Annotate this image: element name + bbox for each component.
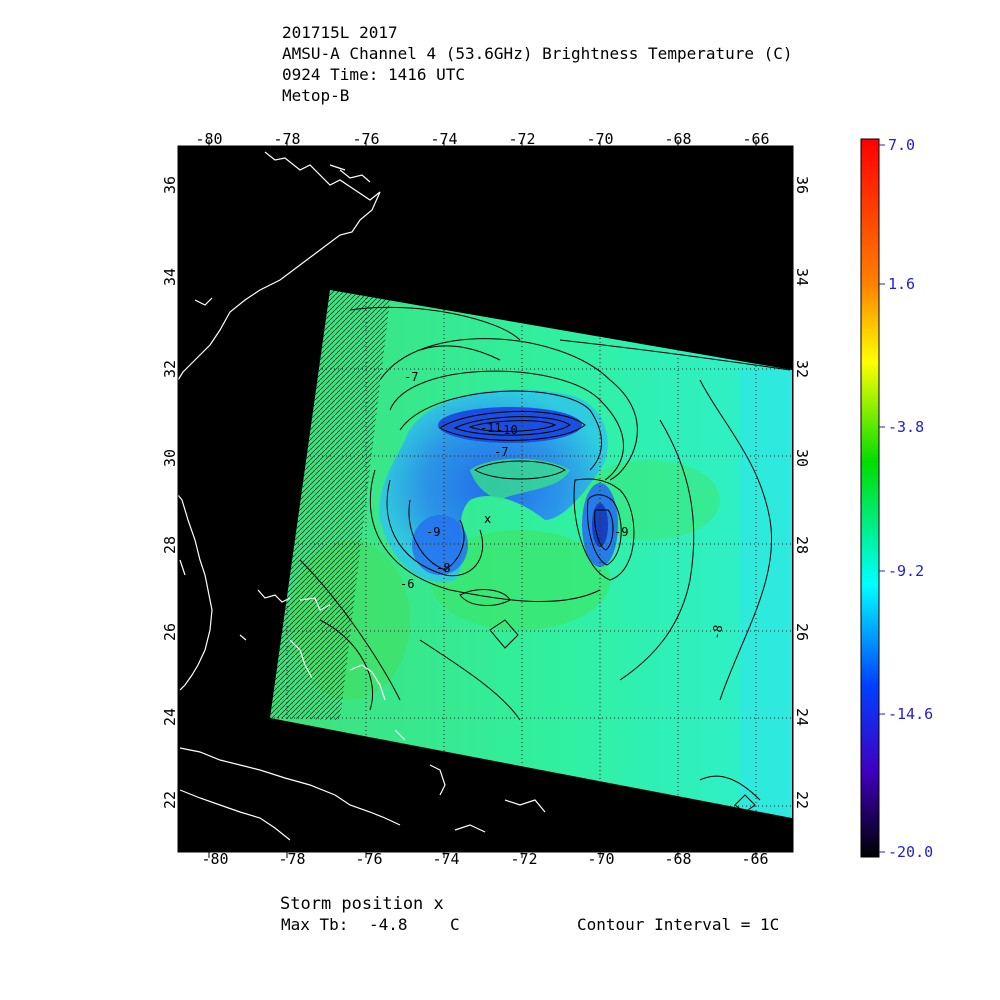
contour-label: -7	[404, 370, 418, 384]
lat-label: 28	[161, 536, 179, 554]
tick-marks	[208, 140, 757, 858]
contour-lines	[299, 306, 791, 813]
lat-label: 22	[161, 791, 179, 809]
max-tb-label: Max Tb:	[281, 915, 349, 934]
satellite-title: Metop-B	[282, 86, 350, 105]
lat-label: 30	[161, 449, 179, 467]
storm-position-label: Storm position x	[280, 894, 444, 914]
contour-label: -11	[480, 421, 502, 435]
lat-label: 32	[793, 360, 811, 378]
colorbar: 7.0 1.6 -3.8 -9.2 -14.6 -20.0	[860, 136, 933, 861]
colorbar-tick-label: 1.6	[888, 275, 915, 293]
lon-labels-top: -80 -78 -76 -74 -72 -70 -68 -66	[195, 130, 769, 148]
lon-label: -78	[278, 850, 305, 868]
lat-label: 34	[793, 268, 811, 286]
lon-label: -66	[741, 850, 768, 868]
plot-frame	[177, 145, 794, 853]
product-title: AMSU-A Channel 4 (53.6GHz) Brightness Te…	[282, 44, 793, 63]
contour-value-labels: -11 -10 -9 -9 -8 -8 -7 -7 -6	[400, 370, 725, 641]
storm-id-title: 201715L 2017	[282, 23, 398, 42]
lat-label: 28	[793, 536, 811, 554]
lon-label: -80	[195, 130, 222, 148]
lat-label: 26	[161, 623, 179, 641]
colorbar-scale	[860, 138, 880, 858]
contour-label: -10	[496, 423, 518, 437]
lon-label: -80	[201, 850, 228, 868]
lat-label: 34	[161, 268, 179, 286]
lat-label: 26	[793, 623, 811, 641]
lat-label: 30	[793, 449, 811, 467]
colorbar-tick-label: -3.8	[888, 418, 924, 436]
max-tb-unit: C	[450, 915, 460, 934]
lon-label: -72	[508, 130, 535, 148]
max-tb-value: -4.8	[369, 915, 408, 934]
contour-label: -6	[400, 577, 414, 591]
lon-label: -70	[586, 130, 613, 148]
lon-label: -76	[355, 850, 382, 868]
lat-label: 32	[161, 360, 179, 378]
colorbar-tick-label: 7.0	[888, 136, 915, 154]
colorbar-tick-label: -20.0	[888, 843, 933, 861]
storm-marker: x	[484, 512, 491, 526]
swath-features: x	[270, 290, 792, 818]
contour-label: -8	[709, 624, 725, 641]
lon-label: -76	[352, 130, 379, 148]
lat-label: 22	[793, 791, 811, 809]
lon-label: -68	[664, 850, 691, 868]
lon-labels-bottom: -80 -78 -76 -74 -72 -70 -68 -66	[201, 850, 768, 868]
lat-label: 36	[161, 176, 179, 194]
contour-label: -9	[426, 525, 440, 539]
lon-label: -74	[430, 130, 457, 148]
lon-label: -78	[273, 130, 300, 148]
lon-label: -68	[664, 130, 691, 148]
lon-label: -70	[587, 850, 614, 868]
lon-label: -74	[432, 850, 459, 868]
contour-label: -7	[494, 445, 508, 459]
lon-label: -66	[742, 130, 769, 148]
lat-labels-right: 36 34 32 30 28 26 24 22	[793, 176, 811, 809]
lat-label: 36	[793, 176, 811, 194]
colorbar-tick-label: -9.2	[888, 562, 924, 580]
coastline	[178, 151, 546, 841]
lon-label: -72	[510, 850, 537, 868]
lat-label: 24	[161, 708, 179, 726]
contour-label: -8	[436, 561, 450, 575]
lat-label: 24	[793, 708, 811, 726]
time-title: 0924 Time: 1416 UTC	[282, 65, 466, 84]
colorbar-tick-label: -14.6	[888, 705, 933, 723]
contour-interval-label: Contour Interval = 1C	[577, 915, 780, 934]
contour-label: -9	[614, 525, 628, 539]
lat-labels-left: 36 34 32 30 28 26 24 22	[161, 176, 179, 809]
